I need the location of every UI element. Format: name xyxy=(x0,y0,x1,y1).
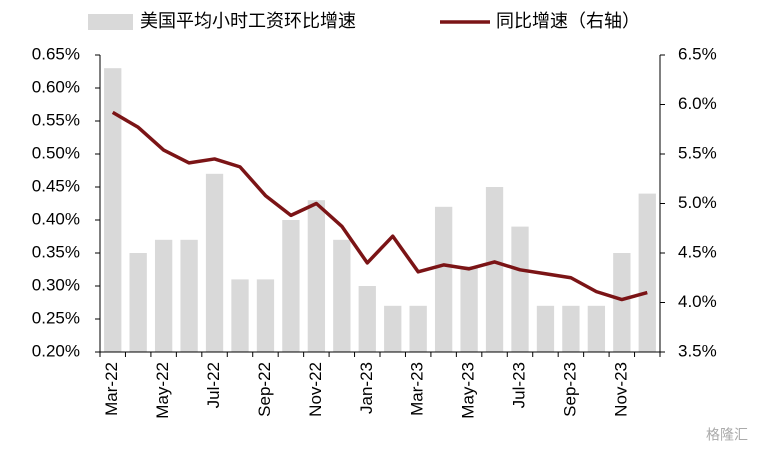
legend-label: 同比增速（右轴） xyxy=(496,11,640,31)
x-tick-label: Mar-22 xyxy=(102,362,121,416)
y2-tick-label: 4.0% xyxy=(678,292,717,311)
y2-tick-label: 6.5% xyxy=(678,44,717,63)
y2-tick-label: 5.0% xyxy=(678,193,717,212)
y2-tick-label: 5.5% xyxy=(678,143,717,162)
bar xyxy=(154,239,173,352)
x-tick-label: Jul-22 xyxy=(204,362,223,408)
x-tick-label: Jul-23 xyxy=(509,362,528,408)
bar xyxy=(587,305,606,352)
y-tick-label: 0.45% xyxy=(32,176,80,195)
bar xyxy=(562,305,580,352)
bar xyxy=(638,193,656,352)
bar xyxy=(384,305,402,352)
bar xyxy=(485,187,504,352)
bar xyxy=(205,173,224,352)
y-tick-label: 0.65% xyxy=(32,44,80,63)
bar xyxy=(409,305,427,352)
legend-swatch xyxy=(88,14,133,30)
x-tick-label: Jan-23 xyxy=(357,362,376,414)
x-tick-label: May-22 xyxy=(153,362,172,419)
bar xyxy=(307,200,326,352)
y2-tick-label: 6.0% xyxy=(678,94,717,113)
y-tick-label: 0.40% xyxy=(32,209,80,228)
y2-tick-label: 3.5% xyxy=(678,341,717,360)
x-tick-label: Nov-22 xyxy=(306,362,325,417)
bar xyxy=(256,279,275,352)
bar xyxy=(282,220,300,352)
y-tick-label: 0.20% xyxy=(32,341,80,360)
bar xyxy=(333,239,351,352)
y-tick-label: 0.55% xyxy=(32,110,80,129)
bar xyxy=(460,266,478,352)
line xyxy=(111,110,648,302)
y2-tick-label: 4.5% xyxy=(678,242,717,261)
bar xyxy=(536,305,555,352)
y-tick-label: 0.25% xyxy=(32,308,80,327)
bar xyxy=(434,206,453,352)
bar xyxy=(180,239,198,352)
y-tick-label: 0.35% xyxy=(32,242,80,261)
bar xyxy=(129,253,147,352)
bar xyxy=(358,286,376,352)
x-tick-label: Sep-22 xyxy=(255,362,274,417)
x-tick-label: Nov-23 xyxy=(611,362,630,417)
bar xyxy=(104,68,122,352)
x-tick-label: May-23 xyxy=(459,362,478,419)
bar xyxy=(613,253,631,352)
bar xyxy=(231,279,249,352)
legend-label: 美国平均小时工资环比增速 xyxy=(140,11,356,31)
y-tick-label: 0.30% xyxy=(32,275,80,294)
y-tick-label: 0.60% xyxy=(32,77,80,96)
bar xyxy=(511,226,529,352)
watermark: 格隆汇 xyxy=(706,427,748,443)
y-tick-label: 0.50% xyxy=(32,143,80,162)
x-tick-label: Sep-23 xyxy=(560,362,579,417)
x-tick-label: Mar-23 xyxy=(408,362,427,416)
